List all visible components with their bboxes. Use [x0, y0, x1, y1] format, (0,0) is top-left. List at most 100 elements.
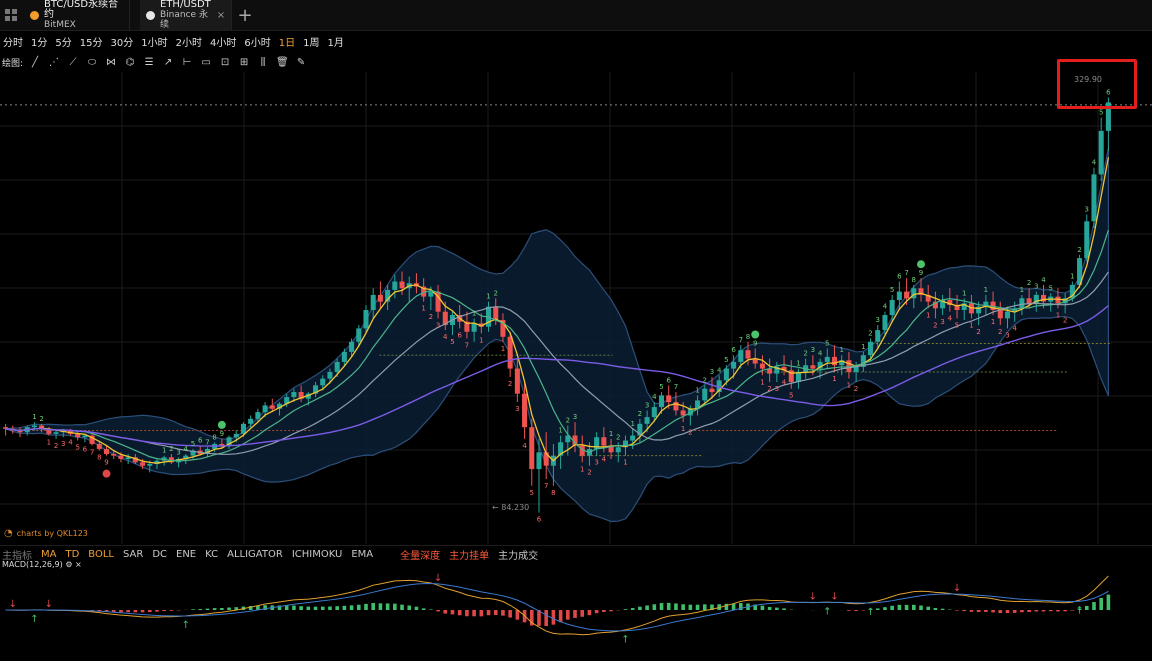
td-count: 1 — [681, 425, 685, 433]
lock-tool-icon[interactable]: ⊞ — [239, 56, 249, 68]
td-count: 1 — [630, 420, 634, 428]
trash-tool-icon[interactable]: 🗑 — [276, 56, 289, 68]
settings-icon[interactable]: ⚙ — [65, 560, 73, 569]
td-count: 5 — [530, 489, 534, 497]
channel-tool-icon[interactable]: ⟋ — [69, 56, 77, 68]
extra-indicator-2[interactable]: 主力成交 — [498, 550, 539, 562]
sell-arrow-icon: ↓ — [953, 583, 961, 594]
period-11[interactable]: 1月 — [327, 37, 344, 49]
td-count: 3 — [1085, 206, 1089, 214]
candle-body — [738, 350, 744, 362]
period-7[interactable]: 4小时 — [209, 37, 237, 49]
candle-body — [284, 397, 290, 404]
period-2[interactable]: 5分 — [55, 37, 72, 49]
td-count: 9 — [919, 269, 923, 277]
period-6[interactable]: 2小时 — [175, 37, 202, 49]
td-count: 7 — [544, 482, 548, 490]
td-count: 7 — [90, 449, 94, 457]
candle-body — [313, 385, 319, 394]
indicator-sar[interactable]: SAR — [122, 548, 144, 560]
td-count: 1 — [926, 311, 930, 319]
period-8[interactable]: 6小时 — [244, 37, 271, 49]
fib-tool-icon[interactable]: ⋈ — [106, 56, 117, 68]
tab-btc-usd[interactable]: BTC/USD永续合约 BitMEX — [24, 0, 130, 30]
td-count: 3 — [645, 401, 649, 409]
candle-body — [745, 350, 751, 359]
candle-body — [140, 462, 146, 466]
close-icon[interactable]: × — [216, 9, 226, 21]
multi-line-tool-icon[interactable]: ⋰ — [49, 56, 60, 68]
period-0[interactable]: 分时 — [3, 37, 23, 49]
td-count: 1 — [479, 336, 483, 344]
candle-body — [17, 430, 23, 433]
visibility-tool-icon[interactable]: ⫼ — [260, 56, 266, 68]
line-tool-icon[interactable]: ╱ — [32, 56, 39, 68]
candle-body — [493, 306, 499, 321]
tab-eth-usdt[interactable]: ETH/USDT Binance 永续 × — [140, 0, 232, 30]
pattern-tool-icon[interactable]: ⌬ — [125, 56, 135, 68]
td-count: 1 — [695, 386, 699, 394]
td-count: 2 — [803, 350, 807, 358]
indicator-boll[interactable]: BOLL — [88, 548, 114, 560]
period-1[interactable]: 1分 — [31, 37, 48, 49]
indicator-dc[interactable]: DC — [152, 548, 167, 560]
indicator-ichimoku[interactable]: ICHIMOKU — [291, 548, 343, 560]
candle-body — [291, 392, 297, 398]
td-count: 4 — [68, 439, 73, 447]
period-5[interactable]: 1小时 — [141, 37, 168, 49]
td-count: 5 — [659, 383, 663, 391]
candle-body — [752, 358, 758, 364]
candle-body — [637, 423, 643, 436]
indicator-kc[interactable]: KC — [205, 548, 219, 560]
td-count: 3 — [436, 321, 440, 329]
extra-indicator-1[interactable]: 主力挂单 — [449, 550, 490, 562]
td-count: 6 — [731, 346, 736, 354]
indicator-ma[interactable]: MA — [41, 548, 57, 560]
candle-body — [219, 443, 225, 446]
td-badge — [217, 420, 226, 429]
candle-body — [1026, 298, 1032, 304]
candle-body — [723, 368, 729, 381]
indicator-alligator[interactable]: ALLIGATOR — [227, 548, 283, 560]
candle-body — [262, 405, 268, 413]
candle-body — [824, 356, 830, 362]
shape-tool-icon[interactable]: ⬭ — [87, 56, 97, 68]
magnet-tool-icon[interactable]: ⊡ — [220, 56, 230, 68]
range-tool-icon[interactable]: ⊢ — [182, 56, 192, 68]
add-tab-button[interactable]: + — [237, 4, 253, 26]
td-count: 5 — [955, 321, 959, 329]
close-icon[interactable]: × — [75, 560, 82, 569]
td-count: 1 — [839, 346, 843, 354]
td-count: 6 — [198, 437, 203, 445]
indicator-td[interactable]: TD — [65, 548, 80, 560]
note-tool-icon[interactable]: ▭ — [201, 56, 211, 68]
td-count: 1 — [796, 360, 800, 368]
td-count: 1 — [421, 305, 425, 313]
arrow-tool-icon[interactable]: ↗ — [163, 56, 173, 68]
indicator-ene[interactable]: ENE — [176, 548, 197, 560]
pencil-tool-icon[interactable]: ✎ — [296, 56, 306, 68]
td-count: 4 — [522, 442, 527, 450]
td-count: 2 — [1027, 279, 1031, 287]
indicator-ema[interactable]: EMA — [351, 548, 374, 560]
candle-body — [370, 294, 376, 310]
td-count: 6 — [457, 331, 462, 339]
td-badge — [102, 469, 111, 478]
extra-indicator-0[interactable]: 全量深度 — [400, 550, 441, 562]
td-count: 4 — [818, 350, 823, 358]
td-count: 3 — [515, 405, 519, 413]
td-count: 4 — [717, 366, 722, 374]
period-3[interactable]: 15分 — [79, 37, 103, 49]
period-10[interactable]: 1周 — [303, 37, 320, 49]
period-4[interactable]: 30分 — [110, 37, 134, 49]
candle-body — [601, 437, 607, 446]
grid-menu-icon[interactable] — [0, 0, 22, 30]
td-count: 5 — [75, 444, 79, 452]
candle-body — [695, 400, 701, 409]
candle-body — [399, 281, 405, 289]
td-count: 2 — [566, 417, 570, 425]
measure-tool-icon[interactable]: ☰ — [144, 56, 154, 68]
candle-body — [118, 455, 124, 459]
period-9[interactable]: 1日 — [278, 37, 296, 49]
